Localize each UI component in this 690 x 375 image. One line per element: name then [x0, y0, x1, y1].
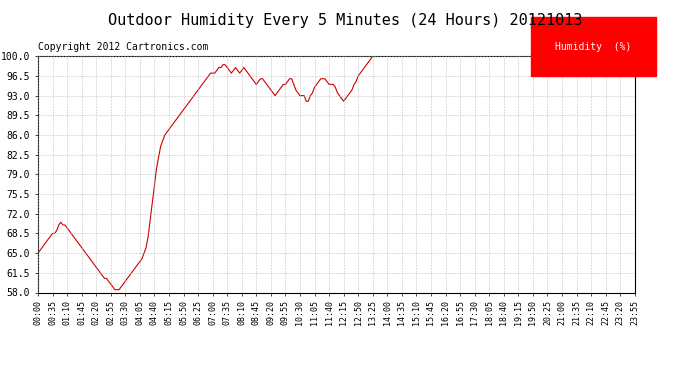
Text: Humidity  (%): Humidity (%) — [555, 42, 632, 51]
Text: Outdoor Humidity Every 5 Minutes (24 Hours) 20121013: Outdoor Humidity Every 5 Minutes (24 Hou… — [108, 13, 582, 28]
Text: Copyright 2012 Cartronics.com: Copyright 2012 Cartronics.com — [38, 42, 208, 51]
